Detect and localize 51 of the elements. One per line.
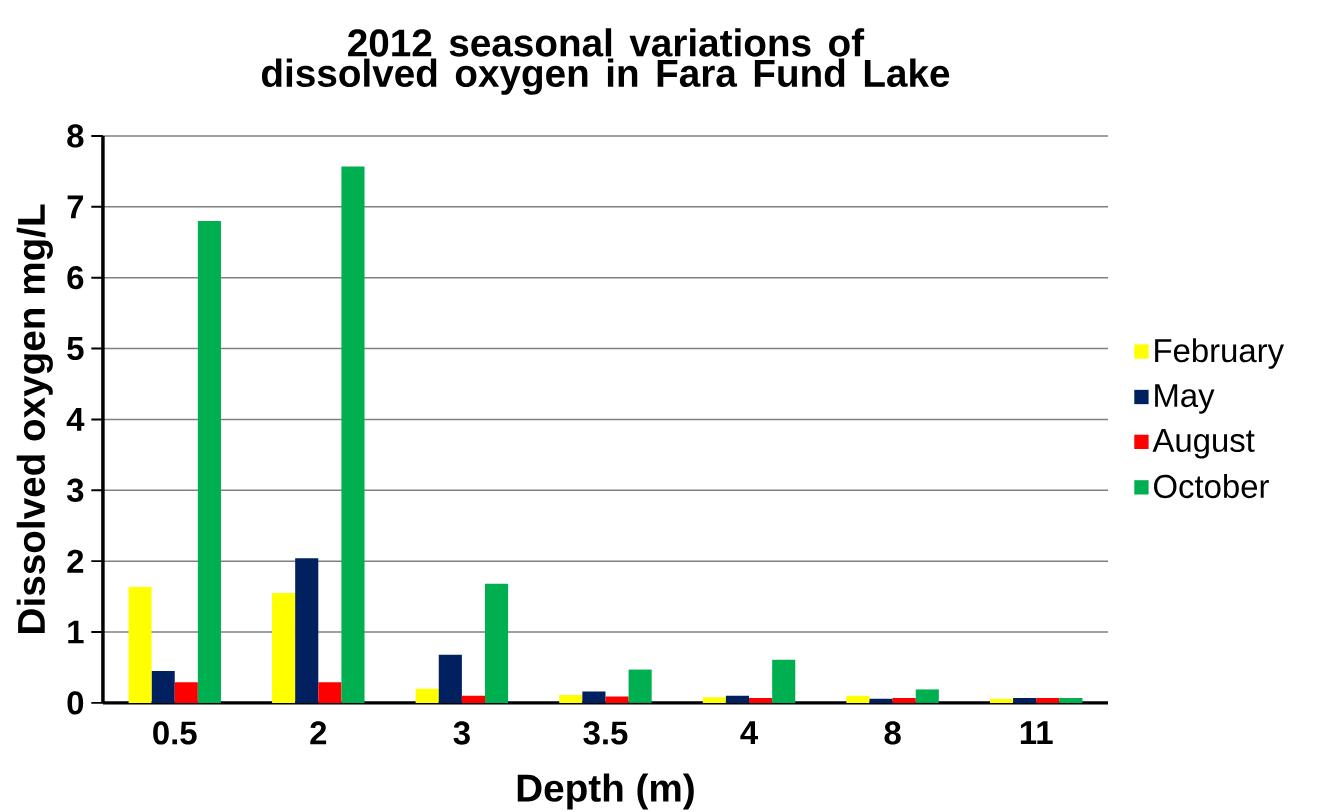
y-tick-label: 7 — [67, 195, 84, 219]
bar — [318, 682, 342, 703]
bar — [725, 695, 750, 703]
bar — [582, 691, 606, 703]
x-tick-label: 3.5 — [583, 721, 628, 745]
y-tick-label: 2 — [67, 549, 84, 573]
legend-label: May — [1155, 384, 1215, 414]
legend-label: February — [1155, 338, 1284, 369]
y-axis-title: Dissolved oxygen mg/L — [16, 204, 53, 633]
x-tick-label: 8 — [884, 721, 901, 745]
bar — [869, 698, 893, 703]
bar — [1036, 697, 1060, 703]
bar — [461, 695, 485, 703]
y-tick-label: 4 — [66, 408, 85, 431]
bar — [197, 221, 221, 703]
bar — [438, 654, 462, 703]
bar — [702, 697, 726, 703]
bar — [772, 659, 796, 703]
y-tick-label: 0 — [67, 691, 84, 715]
chart-title: 2012 seasonal variations of dissolved oxygen in Fara Fund Lake — [261, 28, 950, 95]
bar — [272, 593, 296, 703]
bar — [915, 689, 939, 703]
bar — [749, 697, 773, 703]
x-tick-label: 2 — [310, 721, 327, 745]
y-tick-label: 3 — [66, 478, 84, 503]
y-tick-label: 5 — [67, 337, 84, 361]
x-tick-label: 0.5 — [153, 721, 197, 745]
bar — [174, 682, 198, 703]
y-tick-label: 1 — [68, 620, 84, 644]
y-tick-label: 6 — [67, 266, 84, 290]
legend-label: August — [1152, 429, 1255, 459]
bar — [295, 558, 319, 703]
bar — [151, 671, 175, 703]
bar — [559, 695, 583, 703]
bar — [892, 697, 916, 703]
bar — [989, 698, 1014, 703]
bar — [628, 669, 652, 703]
bar — [1013, 697, 1037, 703]
bar — [605, 696, 629, 703]
x-axis-title: Depth (m) — [517, 773, 694, 810]
bar — [485, 583, 509, 703]
bar — [415, 688, 439, 703]
bar — [128, 586, 152, 703]
legend-label: October — [1154, 474, 1269, 499]
x-tick-label: 4 — [740, 721, 759, 745]
bar — [1059, 697, 1083, 703]
bar — [341, 166, 365, 703]
x-tick-label: 11 — [1020, 721, 1053, 745]
y-tick-label: 8 — [67, 124, 84, 148]
x-tick-label: 3 — [453, 721, 470, 745]
bar — [846, 695, 870, 703]
